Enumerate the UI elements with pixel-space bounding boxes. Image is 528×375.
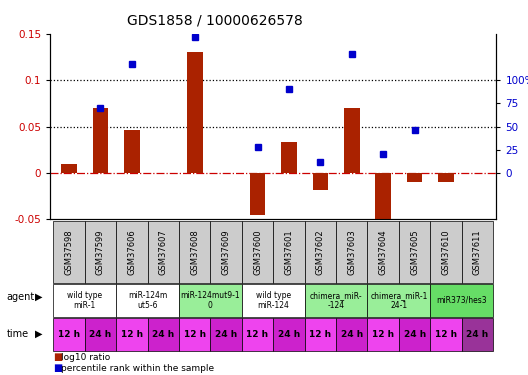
Text: chimera_miR-1
24-1: chimera_miR-1 24-1 xyxy=(370,291,428,310)
Bar xyxy=(430,284,493,317)
Text: GSM37602: GSM37602 xyxy=(316,230,325,275)
Text: ▶: ▶ xyxy=(35,292,42,302)
Bar xyxy=(438,173,454,182)
Bar xyxy=(187,53,203,173)
Bar xyxy=(53,221,84,283)
Text: chimera_miR-
-124: chimera_miR- -124 xyxy=(310,291,362,310)
Text: 12 h: 12 h xyxy=(435,330,457,339)
Bar xyxy=(281,142,297,173)
Text: 24 h: 24 h xyxy=(403,330,426,339)
Text: 12 h: 12 h xyxy=(372,330,394,339)
Text: 12 h: 12 h xyxy=(184,330,206,339)
Bar xyxy=(242,221,274,283)
Bar xyxy=(336,221,367,283)
Bar xyxy=(407,173,422,182)
Bar xyxy=(250,173,266,215)
Text: miR-124m
ut5-6: miR-124m ut5-6 xyxy=(128,291,167,310)
Bar xyxy=(179,284,242,317)
Text: GSM37598: GSM37598 xyxy=(64,230,73,275)
Text: GSM37600: GSM37600 xyxy=(253,230,262,275)
Text: GSM37606: GSM37606 xyxy=(127,229,136,275)
Text: 24 h: 24 h xyxy=(466,330,488,339)
Bar xyxy=(210,221,242,283)
Bar xyxy=(124,130,140,173)
Bar xyxy=(210,318,242,351)
Text: GSM37609: GSM37609 xyxy=(222,230,231,275)
Text: GDS1858 / 10000626578: GDS1858 / 10000626578 xyxy=(127,13,303,27)
Bar xyxy=(84,318,116,351)
Bar xyxy=(399,318,430,351)
Text: GSM37610: GSM37610 xyxy=(441,230,450,275)
Text: wild type
miR-1: wild type miR-1 xyxy=(67,291,102,310)
Text: time: time xyxy=(6,329,29,339)
Bar xyxy=(147,221,179,283)
Bar xyxy=(147,318,179,351)
Text: 12 h: 12 h xyxy=(121,330,143,339)
Bar xyxy=(53,318,84,351)
Text: ■: ■ xyxy=(53,352,62,362)
Bar xyxy=(430,221,462,283)
Text: percentile rank within the sample: percentile rank within the sample xyxy=(61,364,214,373)
Bar xyxy=(179,318,210,351)
Text: GSM37604: GSM37604 xyxy=(379,230,388,275)
Bar xyxy=(116,284,179,317)
Text: ▶: ▶ xyxy=(35,329,42,339)
Text: GSM37605: GSM37605 xyxy=(410,230,419,275)
Bar xyxy=(116,318,147,351)
Text: ■: ■ xyxy=(53,363,62,373)
Bar xyxy=(274,221,305,283)
Text: GSM37601: GSM37601 xyxy=(285,230,294,275)
Bar xyxy=(53,284,116,317)
Bar xyxy=(305,318,336,351)
Bar xyxy=(116,221,147,283)
Text: miR373/hes3: miR373/hes3 xyxy=(437,296,487,305)
Bar xyxy=(399,221,430,283)
Bar xyxy=(367,221,399,283)
Bar xyxy=(375,173,391,219)
Text: 12 h: 12 h xyxy=(247,330,269,339)
Text: log10 ratio: log10 ratio xyxy=(61,352,110,362)
Bar xyxy=(274,318,305,351)
Bar xyxy=(367,284,430,317)
Bar xyxy=(430,318,462,351)
Bar xyxy=(344,108,360,173)
Bar xyxy=(367,318,399,351)
Text: 24 h: 24 h xyxy=(341,330,363,339)
Text: GSM37611: GSM37611 xyxy=(473,230,482,275)
Text: GSM37608: GSM37608 xyxy=(190,229,199,275)
Text: 24 h: 24 h xyxy=(215,330,237,339)
Text: GSM37599: GSM37599 xyxy=(96,230,105,275)
Bar xyxy=(92,108,108,173)
Text: agent: agent xyxy=(6,292,35,302)
Bar xyxy=(84,221,116,283)
Bar xyxy=(462,318,493,351)
Bar xyxy=(462,221,493,283)
Bar xyxy=(61,164,77,173)
Bar xyxy=(242,318,274,351)
Text: 24 h: 24 h xyxy=(152,330,174,339)
Bar xyxy=(179,221,210,283)
Text: 24 h: 24 h xyxy=(89,330,111,339)
Bar xyxy=(313,173,328,190)
Bar xyxy=(305,284,367,317)
Text: GSM37607: GSM37607 xyxy=(159,229,168,275)
Text: miR-124mut9-1
0: miR-124mut9-1 0 xyxy=(181,291,240,310)
Text: wild type
miR-124: wild type miR-124 xyxy=(256,291,291,310)
Text: 12 h: 12 h xyxy=(309,330,332,339)
Bar xyxy=(242,284,305,317)
Text: 24 h: 24 h xyxy=(278,330,300,339)
Bar xyxy=(336,318,367,351)
Text: GSM37603: GSM37603 xyxy=(347,229,356,275)
Text: 12 h: 12 h xyxy=(58,330,80,339)
Bar xyxy=(305,221,336,283)
